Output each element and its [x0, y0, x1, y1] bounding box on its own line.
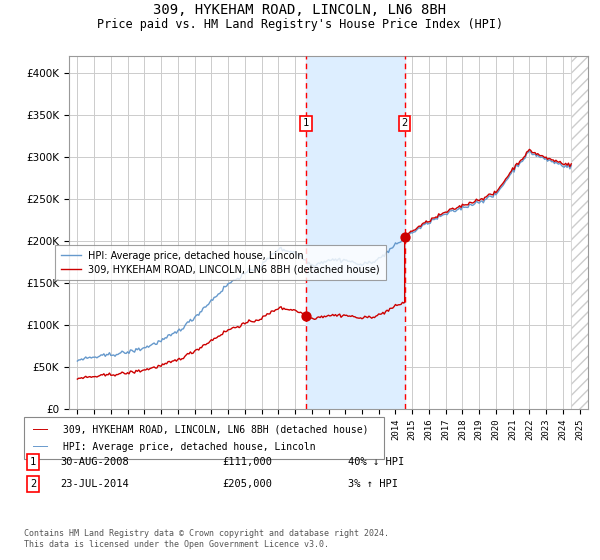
- Bar: [571, 56, 588, 409]
- 309, HYKEHAM ROAD, LINCOLN, LN6 8BH (detached house): [526, 146, 533, 153]
- HPI: Average price, detached house, Lincoln: (2e+03, 1.04e+05): Average price, detached house, Lincoln: …: [188, 318, 196, 324]
- Line: HPI: Average price, detached house, Lincoln: HPI: Average price, detached house, Linc…: [77, 151, 571, 361]
- Text: Price paid vs. HM Land Registry's House Price Index (HPI): Price paid vs. HM Land Registry's House …: [97, 18, 503, 31]
- Text: £111,000: £111,000: [222, 457, 272, 467]
- Text: £205,000: £205,000: [222, 479, 272, 489]
- Text: 309, HYKEHAM ROAD, LINCOLN, LN6 8BH (detached house): 309, HYKEHAM ROAD, LINCOLN, LN6 8BH (det…: [63, 424, 368, 435]
- HPI: Average price, detached house, Lincoln: (2.02e+03, 2.88e+05): Average price, detached house, Lincoln: …: [515, 164, 522, 170]
- 309, HYKEHAM ROAD, LINCOLN, LN6 8BH (detached house): [247, 318, 254, 324]
- Text: 1: 1: [303, 118, 309, 128]
- Bar: [306, 56, 404, 409]
- 309, HYKEHAM ROAD, LINCOLN, LN6 8BH (detached house): [268, 307, 275, 314]
- Point: [400, 232, 409, 241]
- 309, HYKEHAM ROAD, LINCOLN, LN6 8BH (detached house): [187, 348, 194, 355]
- HPI: Average price, detached house, Lincoln: (2.02e+03, 2.9e+05): Average price, detached house, Lincoln: …: [568, 162, 575, 169]
- Text: 2: 2: [401, 118, 408, 128]
- 309, HYKEHAM ROAD, LINCOLN, LN6 8BH (detached house): [341, 312, 349, 319]
- HPI: Average price, detached house, Lincoln: (2e+03, 6.26e+04): Average price, detached house, Lincoln: …: [112, 353, 119, 360]
- Bar: [571, 56, 588, 409]
- Text: HPI: Average price, detached house, Lincoln: HPI: Average price, detached house, Linc…: [63, 442, 316, 452]
- Legend: HPI: Average price, detached house, Lincoln, 309, HYKEHAM ROAD, LINCOLN, LN6 8BH: HPI: Average price, detached house, Linc…: [55, 245, 386, 281]
- 309, HYKEHAM ROAD, LINCOLN, LN6 8BH (detached house): [120, 370, 127, 376]
- 309, HYKEHAM ROAD, LINCOLN, LN6 8BH (detached house): [74, 376, 81, 382]
- Text: 23-JUL-2014: 23-JUL-2014: [60, 479, 129, 489]
- Text: 309, HYKEHAM ROAD, LINCOLN, LN6 8BH: 309, HYKEHAM ROAD, LINCOLN, LN6 8BH: [154, 3, 446, 17]
- HPI: Average price, detached house, Lincoln: (2e+03, 5.68e+04): Average price, detached house, Lincoln: …: [74, 358, 81, 365]
- 309, HYKEHAM ROAD, LINCOLN, LN6 8BH (detached house): [568, 161, 575, 167]
- Line: 309, HYKEHAM ROAD, LINCOLN, LN6 8BH (detached house): 309, HYKEHAM ROAD, LINCOLN, LN6 8BH (det…: [77, 150, 571, 379]
- Text: 40% ↓ HPI: 40% ↓ HPI: [348, 457, 404, 467]
- Text: 2: 2: [30, 479, 36, 489]
- Point: [301, 311, 311, 320]
- HPI: Average price, detached house, Lincoln: (2.01e+03, 1.76e+05): Average price, detached house, Lincoln: …: [346, 258, 353, 264]
- Bar: [571, 56, 588, 409]
- Text: ——: ——: [33, 423, 48, 436]
- Text: 1: 1: [30, 457, 36, 467]
- HPI: Average price, detached house, Lincoln: (2.02e+03, 3.07e+05): Average price, detached house, Lincoln: …: [526, 147, 533, 154]
- Text: 3% ↑ HPI: 3% ↑ HPI: [348, 479, 398, 489]
- Text: 30-AUG-2008: 30-AUG-2008: [60, 457, 129, 467]
- Text: ——: ——: [33, 440, 48, 454]
- 309, HYKEHAM ROAD, LINCOLN, LN6 8BH (detached house): [206, 338, 214, 345]
- Text: Contains HM Land Registry data © Crown copyright and database right 2024.
This d: Contains HM Land Registry data © Crown c…: [24, 529, 389, 549]
- HPI: Average price, detached house, Lincoln: (2.01e+03, 1.74e+05): Average price, detached house, Lincoln: …: [315, 259, 322, 266]
- HPI: Average price, detached house, Lincoln: (2e+03, 7.68e+04): Average price, detached house, Lincoln: …: [153, 341, 160, 348]
